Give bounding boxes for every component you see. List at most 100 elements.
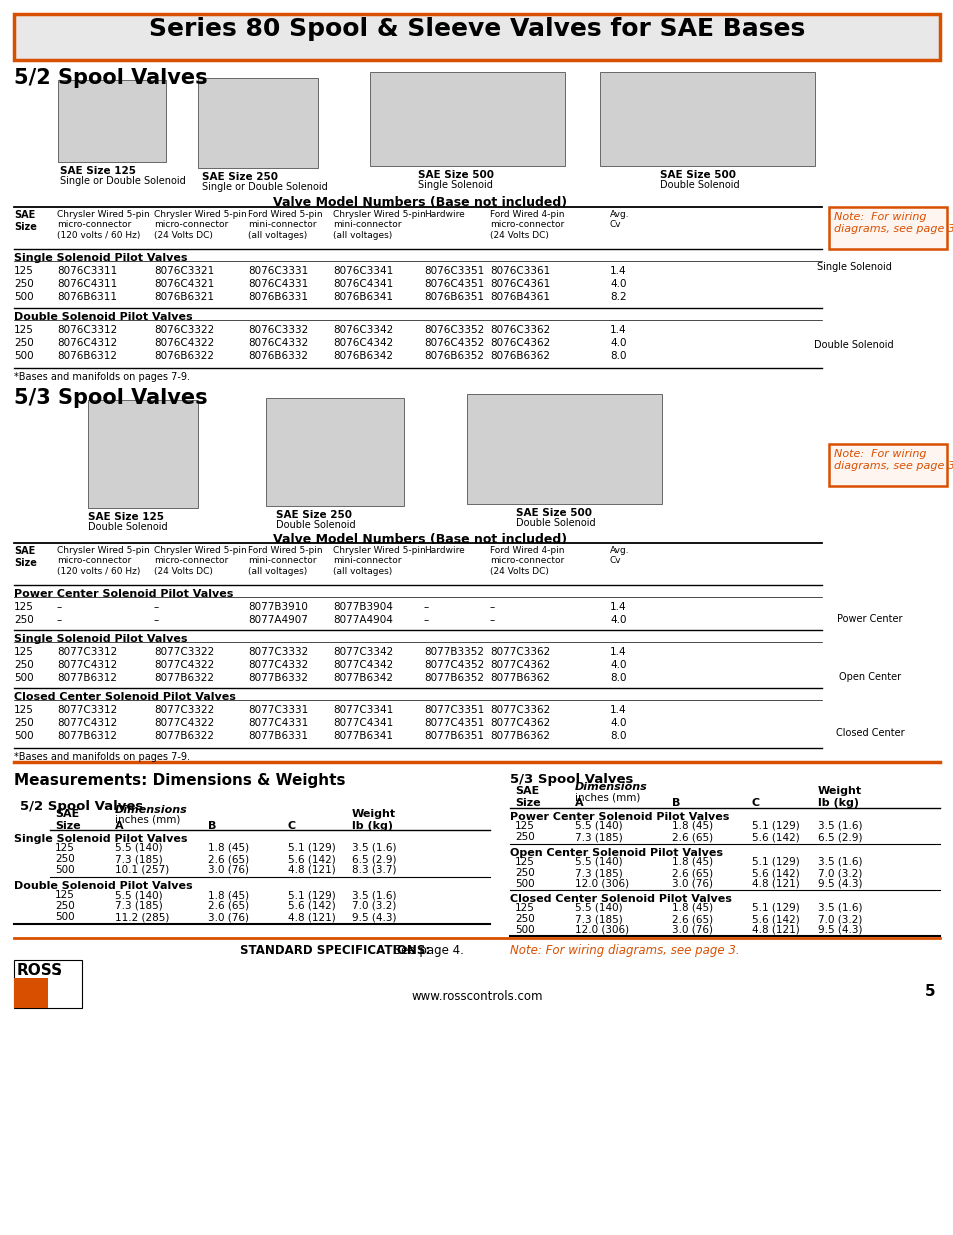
Bar xyxy=(58,80,166,162)
Text: –: – xyxy=(490,615,495,625)
Text: C: C xyxy=(751,798,760,808)
Text: Chrysler Wired 5-pin
mini-connector
(all voltages): Chrysler Wired 5-pin mini-connector (all… xyxy=(333,210,425,240)
Text: 3.5 (1.6): 3.5 (1.6) xyxy=(817,857,862,867)
Text: 3.0 (76): 3.0 (76) xyxy=(208,911,249,923)
Text: 250: 250 xyxy=(14,279,33,289)
Text: 2.6 (65): 2.6 (65) xyxy=(208,902,249,911)
Text: 8076C3311: 8076C3311 xyxy=(57,266,117,275)
Text: 7.3 (185): 7.3 (185) xyxy=(575,868,622,878)
Text: 3.5 (1.6): 3.5 (1.6) xyxy=(817,903,862,913)
Text: B: B xyxy=(208,821,216,831)
Text: 8077B6312: 8077B6312 xyxy=(57,673,117,683)
Text: Single Solenoid Pilot Valves: Single Solenoid Pilot Valves xyxy=(14,253,188,263)
Text: Measurements: Dimensions & Weights: Measurements: Dimensions & Weights xyxy=(14,773,345,788)
Text: –: – xyxy=(490,601,495,613)
Text: 8076B6332: 8076B6332 xyxy=(248,351,308,361)
Text: Single Solenoid Pilot Valves: Single Solenoid Pilot Valves xyxy=(14,634,188,643)
Text: See page 4.: See page 4. xyxy=(390,944,463,957)
Text: 8077B6322: 8077B6322 xyxy=(153,731,213,741)
Text: 8077C4362: 8077C4362 xyxy=(490,659,550,671)
Text: 8076C4321: 8076C4321 xyxy=(153,279,214,289)
Text: 8076B6331: 8076B6331 xyxy=(248,291,308,303)
Text: Ford Wired 5-pin
mini-connector
(all voltages): Ford Wired 5-pin mini-connector (all vol… xyxy=(248,546,322,576)
Text: 7.0 (3.2): 7.0 (3.2) xyxy=(817,914,862,924)
Text: 8077B3352: 8077B3352 xyxy=(423,647,483,657)
Text: 8077B6342: 8077B6342 xyxy=(333,673,393,683)
Text: Double Solenoid: Double Solenoid xyxy=(516,517,595,529)
Text: Power Center Solenoid Pilot Valves: Power Center Solenoid Pilot Valves xyxy=(510,811,729,823)
Text: Note:  For wiring
diagrams, see page 3.: Note: For wiring diagrams, see page 3. xyxy=(833,212,953,233)
Text: B: B xyxy=(671,798,679,808)
Text: 500: 500 xyxy=(55,911,74,923)
Text: Chrysler Wired 5-pin
micro-connector
(120 volts / 60 Hz): Chrysler Wired 5-pin micro-connector (12… xyxy=(57,210,150,240)
Text: 500: 500 xyxy=(55,864,74,876)
Text: 8077C3362: 8077C3362 xyxy=(490,705,550,715)
Text: 1.8 (45): 1.8 (45) xyxy=(208,844,249,853)
Text: 250: 250 xyxy=(14,659,33,671)
Text: 8076B4361: 8076B4361 xyxy=(490,291,550,303)
Text: 250: 250 xyxy=(515,832,535,842)
Text: 5/3 Spool Valves: 5/3 Spool Valves xyxy=(510,773,633,785)
Text: 8077C4312: 8077C4312 xyxy=(57,659,117,671)
Text: C: C xyxy=(288,821,295,831)
Text: 8076B6351: 8076B6351 xyxy=(423,291,483,303)
Text: 4.0: 4.0 xyxy=(609,279,626,289)
Text: Open Center: Open Center xyxy=(838,672,901,682)
Text: 8077B6322: 8077B6322 xyxy=(153,673,213,683)
Bar xyxy=(14,14,939,61)
Text: Note: For wiring diagrams, see page 3.: Note: For wiring diagrams, see page 3. xyxy=(510,944,739,957)
Bar xyxy=(14,960,82,1008)
Text: Hardwire: Hardwire xyxy=(423,210,464,219)
Text: *Bases and manifolds on pages 7-9.: *Bases and manifolds on pages 7-9. xyxy=(14,372,190,382)
Text: 4.8 (121): 4.8 (121) xyxy=(751,879,799,889)
Text: 11.2 (285): 11.2 (285) xyxy=(115,911,170,923)
Text: 125: 125 xyxy=(515,903,535,913)
Text: 8076C4331: 8076C4331 xyxy=(248,279,308,289)
Text: 5.5 (140): 5.5 (140) xyxy=(115,844,162,853)
Text: 8076B6312: 8076B6312 xyxy=(57,351,117,361)
Text: 2.6 (65): 2.6 (65) xyxy=(671,832,713,842)
Text: 8076C4341: 8076C4341 xyxy=(333,279,393,289)
Text: SAE Size 125: SAE Size 125 xyxy=(88,513,164,522)
Text: 8076C4312: 8076C4312 xyxy=(57,338,117,348)
Text: 3.5 (1.6): 3.5 (1.6) xyxy=(352,890,396,900)
Text: 125: 125 xyxy=(515,821,535,831)
Text: 5.5 (140): 5.5 (140) xyxy=(115,890,162,900)
Text: –: – xyxy=(423,601,429,613)
Text: 8076B6362: 8076B6362 xyxy=(490,351,550,361)
Bar xyxy=(370,72,564,165)
Text: Avg.
Cv: Avg. Cv xyxy=(609,546,629,566)
Text: 125: 125 xyxy=(55,844,74,853)
Text: 4.0: 4.0 xyxy=(609,718,626,727)
Text: 8076C4362: 8076C4362 xyxy=(490,338,550,348)
Text: 125: 125 xyxy=(14,601,34,613)
Text: lb (kg): lb (kg) xyxy=(352,821,393,831)
Bar xyxy=(599,72,814,165)
Text: 5.5 (140): 5.5 (140) xyxy=(575,903,622,913)
Text: 5/3 Spool Valves: 5/3 Spool Valves xyxy=(14,388,208,408)
Text: SAE
Size: SAE Size xyxy=(14,546,37,568)
Text: 5: 5 xyxy=(923,984,934,999)
Text: 8077B6312: 8077B6312 xyxy=(57,731,117,741)
Text: 8076C4332: 8076C4332 xyxy=(248,338,308,348)
Text: Size: Size xyxy=(515,798,540,808)
Text: 8077B6351: 8077B6351 xyxy=(423,731,483,741)
Text: Double Solenoid: Double Solenoid xyxy=(659,180,739,190)
Text: 8077B3910: 8077B3910 xyxy=(248,601,308,613)
Text: 8.0: 8.0 xyxy=(609,731,626,741)
Text: Dimensions: Dimensions xyxy=(575,782,647,792)
Text: lb (kg): lb (kg) xyxy=(817,798,858,808)
Text: 5.6 (142): 5.6 (142) xyxy=(751,868,799,878)
Text: 8077B6332: 8077B6332 xyxy=(248,673,308,683)
Text: 8077C4331: 8077C4331 xyxy=(248,718,308,727)
Text: –: – xyxy=(153,615,159,625)
Text: Double Solenoid: Double Solenoid xyxy=(88,522,168,532)
Text: 8077A4907: 8077A4907 xyxy=(248,615,308,625)
Text: 8077C4351: 8077C4351 xyxy=(423,718,484,727)
Text: Closed Center: Closed Center xyxy=(835,727,903,739)
Text: 8.2: 8.2 xyxy=(609,291,626,303)
Text: 1.4: 1.4 xyxy=(609,705,626,715)
Text: A: A xyxy=(575,798,583,808)
Text: 7.3 (185): 7.3 (185) xyxy=(115,853,163,864)
Text: 10.1 (257): 10.1 (257) xyxy=(115,864,169,876)
